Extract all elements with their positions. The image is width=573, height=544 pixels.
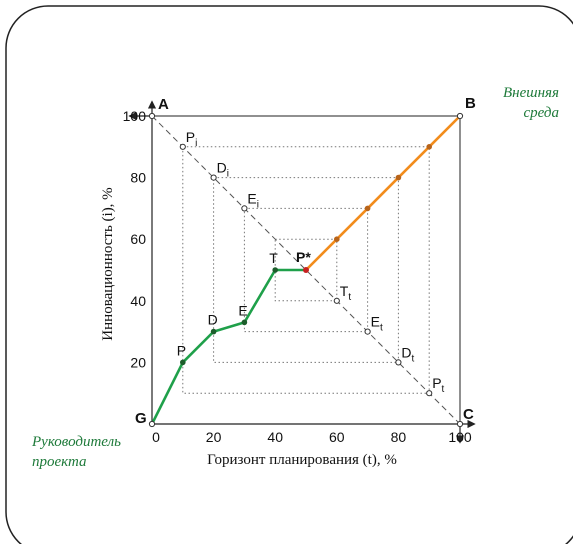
diagonal-point-di (210, 174, 217, 181)
project-manager-path: P D E T (148, 250, 306, 428)
external-environment-path: P* (296, 112, 464, 273)
diagonal-line (151, 115, 461, 425)
corner-a-point (148, 112, 156, 120)
corner-label-g: G (135, 410, 147, 427)
external-environment-label-line1: Внешняя (503, 85, 559, 101)
external-environment-label-line2: среда (523, 105, 559, 121)
corner-b-point (456, 112, 464, 120)
orange-point-2 (364, 205, 371, 212)
y-tick-100: 100 (123, 108, 147, 124)
green-label-d: D (208, 312, 218, 328)
diagonal-point-dt (395, 359, 402, 366)
dotted-square-40 (274, 238, 338, 302)
axis-ticks: 0 20 40 60 80 100 20 40 60 80 100 (123, 108, 472, 445)
y-axis-title: Инновационность (i), % (100, 187, 116, 340)
orange-point-1 (334, 236, 340, 242)
diagonal-label-tt: Tt (340, 283, 352, 303)
orange-point-4 (426, 144, 433, 150)
green-point-p (180, 359, 186, 366)
diagonal-label-ei: Ei (247, 190, 259, 210)
p-star-label: P* (296, 249, 311, 265)
nested-dotted-squares (182, 146, 430, 394)
dotted-square-10 (182, 146, 430, 394)
x-tick-100: 100 (448, 429, 472, 445)
dotted-square-30 (243, 207, 369, 333)
x-axis-title: Горизонт планирования (t), % (207, 452, 397, 468)
axes (128, 100, 476, 444)
y-tick-60: 60 (130, 231, 146, 247)
diagonal-label-pt: Pt (432, 375, 444, 395)
diagonal-points: Pi Di Ei Tt Et Dt Pt (148, 112, 464, 428)
x-tick-80: 80 (391, 429, 407, 445)
x-tick-60: 60 (329, 429, 345, 445)
diagram-frame: Pi Di Ei Tt Et Dt Pt P D E T P* 0 20 40 60 80 100 20 40 6… (4, 4, 573, 544)
diagonal-label-et: Et (371, 314, 383, 334)
x-tick-0: 0 (152, 429, 160, 445)
dotted-square-20 (213, 177, 399, 363)
green-label-p: P (177, 342, 186, 358)
diagonal-label-pi: Pi (186, 129, 198, 149)
orange-path-line (305, 115, 461, 271)
corner-label-a: A (158, 96, 169, 113)
y-tick-20: 20 (130, 354, 146, 370)
diagonal-label-dt: Dt (401, 344, 414, 364)
diagonal-point-pi (179, 143, 186, 150)
p-star-point (303, 267, 309, 273)
y-tick-80: 80 (130, 170, 146, 186)
orange-point-3 (395, 174, 402, 181)
green-path-line (150, 268, 306, 425)
green-label-t: T (269, 250, 278, 266)
green-point-d (210, 328, 217, 335)
green-label-e: E (238, 302, 247, 318)
outer-square (152, 115, 461, 424)
diagonal-label-di: Di (217, 160, 229, 180)
corner-label-b: B (465, 95, 476, 112)
green-point-t (272, 267, 279, 273)
diagonal-point-pt (426, 390, 433, 397)
x-tick-20: 20 (206, 429, 222, 445)
corner-c-point (456, 420, 464, 428)
project-manager-label-line1: Руководитель (31, 434, 121, 450)
corner-label-c: C (463, 406, 474, 423)
diagonal-point-et (364, 328, 371, 335)
x-tick-40: 40 (267, 429, 283, 445)
diagonal-point-tt (333, 297, 340, 304)
innovation-planning-diagram: Pi Di Ei Tt Et Dt Pt P D E T P* 0 20 40 60 80 100 20 40 6… (5, 5, 573, 544)
outer-border (5, 5, 573, 544)
project-manager-label-line2: проекта (32, 454, 87, 470)
y-tick-40: 40 (130, 293, 146, 309)
green-point-e (241, 319, 248, 326)
point-g (148, 420, 156, 428)
diagonal-point-ei (241, 205, 248, 212)
